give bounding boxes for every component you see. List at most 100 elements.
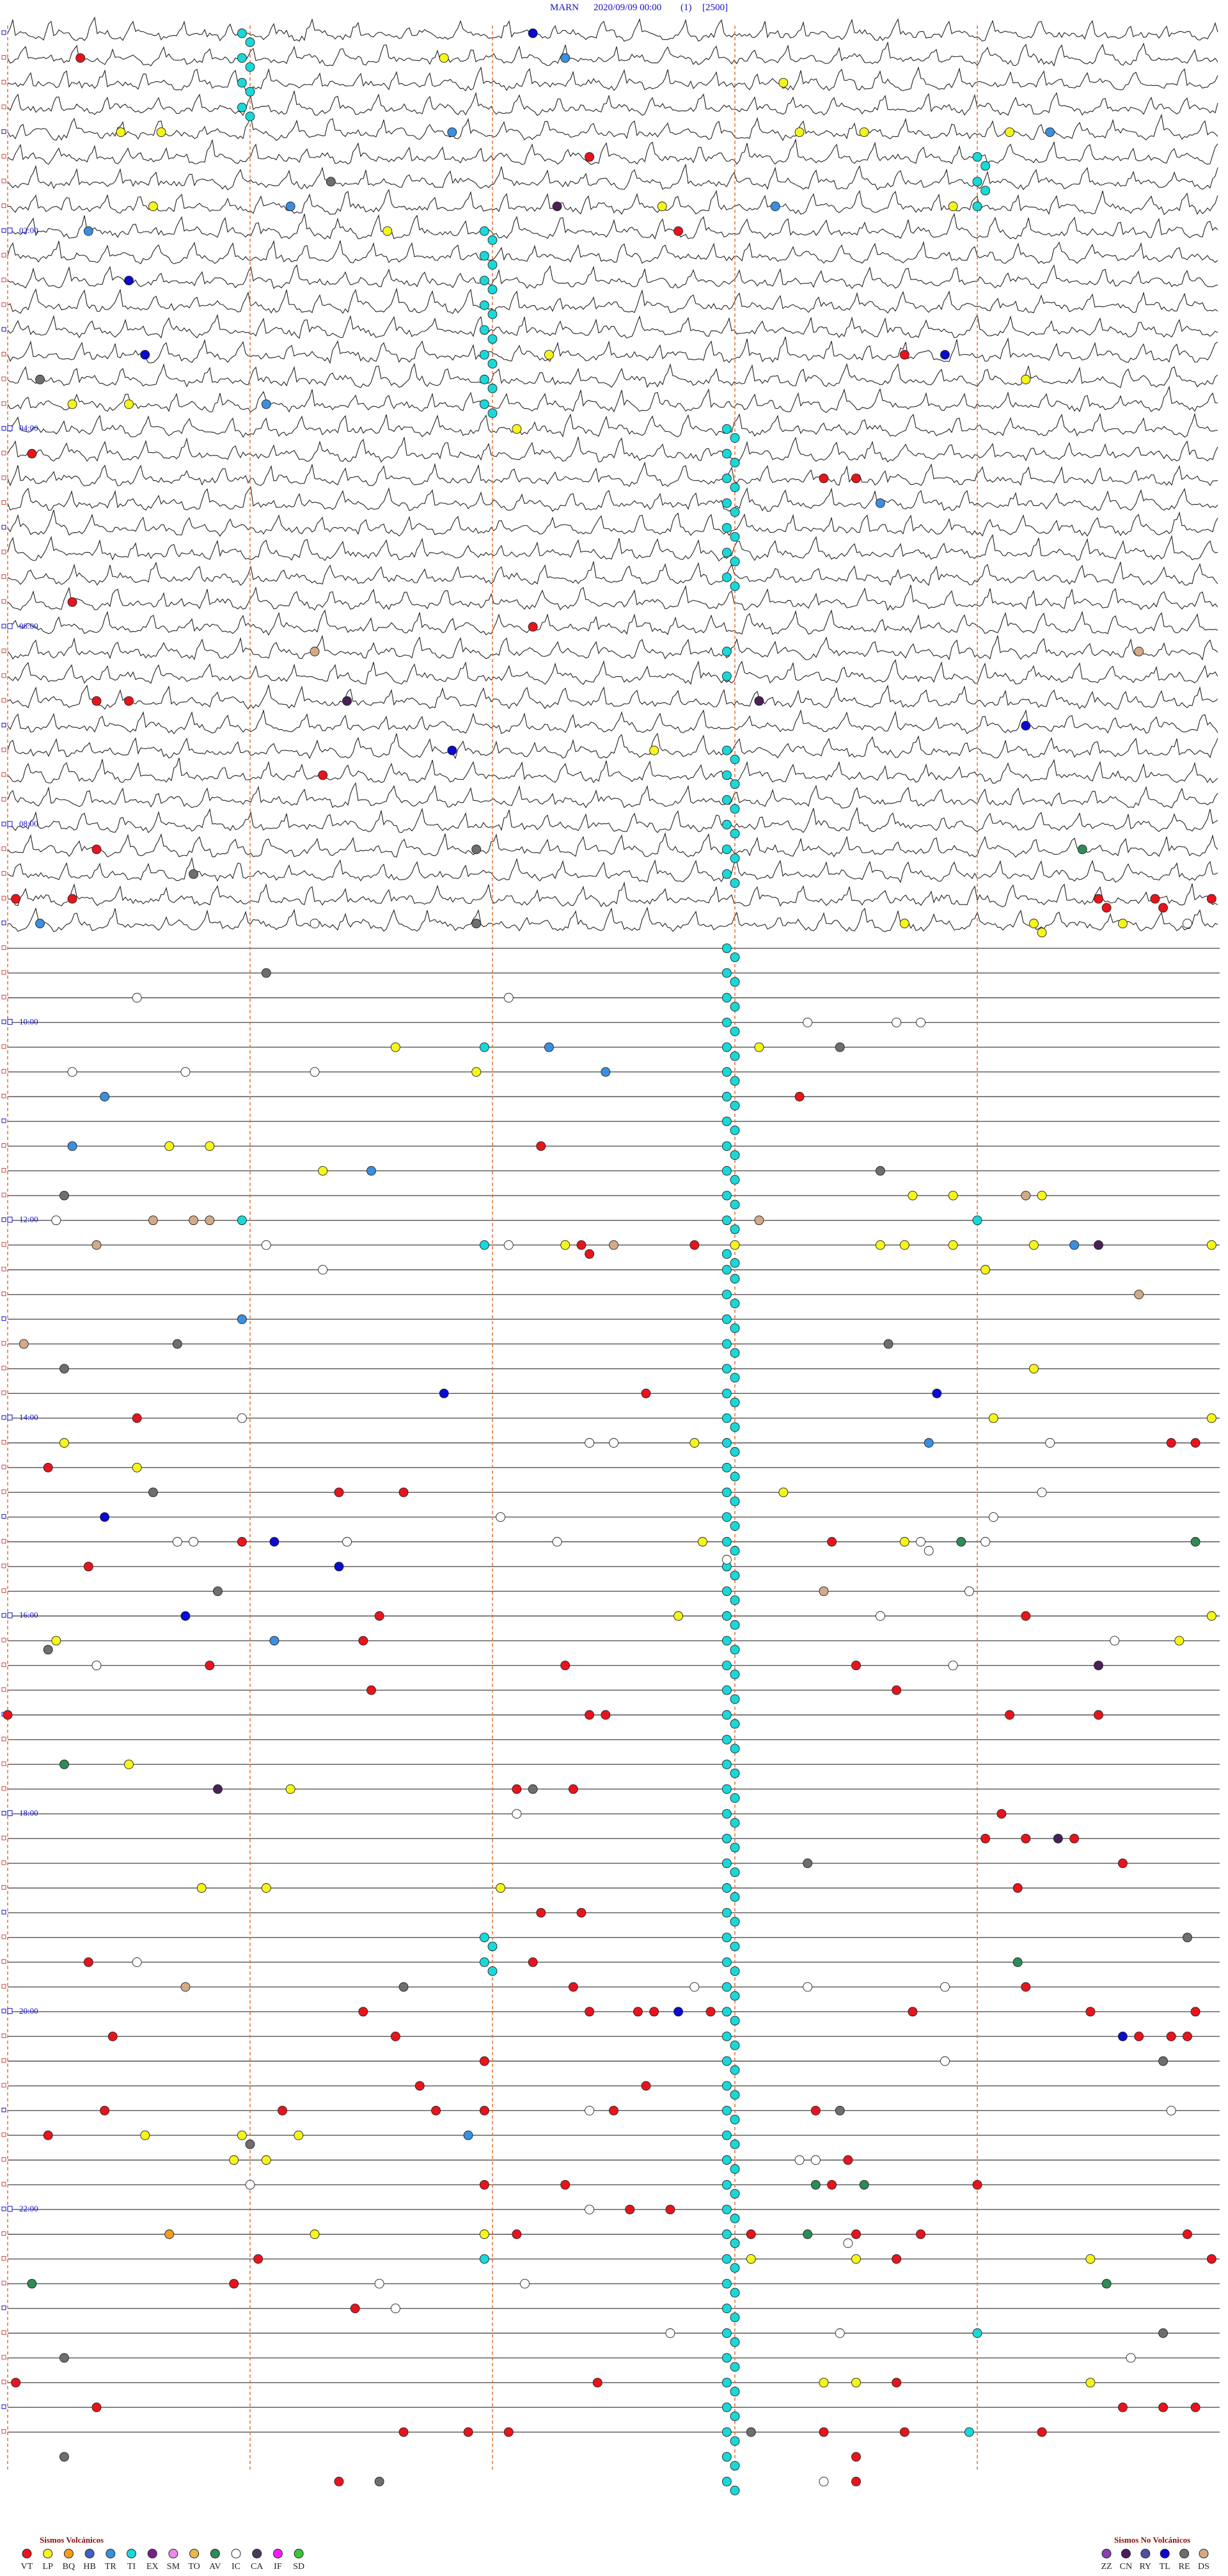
event xyxy=(512,1784,522,1794)
line-marker xyxy=(1,1737,6,1742)
event xyxy=(892,1685,902,1695)
event xyxy=(1021,721,1031,731)
event xyxy=(148,1215,158,1226)
event xyxy=(1183,2229,1192,2240)
event xyxy=(463,2427,473,2437)
event xyxy=(536,1141,546,1151)
event xyxy=(899,1240,909,1250)
event xyxy=(948,201,958,212)
event xyxy=(770,201,780,212)
line-marker xyxy=(1,1267,6,1272)
event xyxy=(730,1521,740,1531)
waveform xyxy=(7,287,1218,314)
event xyxy=(859,2179,869,2190)
event xyxy=(59,1190,69,1201)
event xyxy=(924,1545,934,1556)
legend: Sismos Volcánicos VT LP BQ HB TR TI EX SM TO AV IC C… xyxy=(21,2535,1209,2572)
event xyxy=(721,1166,732,1176)
event xyxy=(124,276,134,286)
event xyxy=(205,1661,215,1671)
event xyxy=(721,1364,732,1374)
event xyxy=(342,696,352,706)
legend-code: SM xyxy=(167,2562,180,2572)
event xyxy=(310,919,320,929)
event xyxy=(358,2007,368,2017)
event xyxy=(237,28,247,38)
event xyxy=(1045,127,1055,138)
legend-swatch xyxy=(294,2548,304,2559)
event xyxy=(721,1314,732,1324)
event xyxy=(11,2378,21,2388)
line-marker xyxy=(1,500,6,505)
legend-code: RE xyxy=(1179,2562,1190,2572)
event xyxy=(261,1240,271,1250)
event xyxy=(1094,1710,1103,1720)
event xyxy=(730,1991,740,2001)
event xyxy=(972,177,982,187)
event xyxy=(1085,2378,1096,2388)
event xyxy=(560,1661,571,1671)
time-label: 18:00 xyxy=(19,1808,38,1818)
event xyxy=(1085,2254,1096,2264)
event xyxy=(730,581,740,591)
waveform xyxy=(7,264,1218,289)
event xyxy=(827,1537,837,1547)
event xyxy=(414,2081,425,2091)
line-marker xyxy=(1,129,6,134)
event xyxy=(689,1982,700,1992)
event xyxy=(1012,1957,1023,1967)
event xyxy=(189,1215,199,1226)
event xyxy=(310,647,320,656)
time-label: 12:00 xyxy=(19,1215,38,1224)
waveform xyxy=(7,906,1218,933)
event xyxy=(875,1240,885,1250)
event xyxy=(730,1150,740,1160)
event xyxy=(721,2105,732,2115)
line-marker xyxy=(1,2083,6,2088)
event xyxy=(59,2353,69,2363)
event xyxy=(730,1496,740,1506)
event xyxy=(503,993,514,1003)
event xyxy=(91,696,102,706)
legend-swatch xyxy=(1160,2548,1170,2559)
legend-code: CN xyxy=(1120,2562,1132,2572)
event xyxy=(140,350,150,360)
line-marker xyxy=(1,2033,6,2038)
event xyxy=(641,2081,651,2091)
event xyxy=(730,507,740,517)
legend-swatch xyxy=(84,2548,95,2559)
event xyxy=(439,1388,449,1398)
event xyxy=(374,1611,384,1621)
time-label: 02:00 xyxy=(19,225,38,235)
event xyxy=(35,374,45,384)
event xyxy=(83,226,93,236)
event xyxy=(730,1818,740,1828)
event xyxy=(431,2105,441,2115)
event xyxy=(601,1067,611,1077)
event xyxy=(1150,894,1160,904)
event xyxy=(851,473,861,484)
event xyxy=(778,1487,789,1497)
event xyxy=(721,1957,732,1967)
event xyxy=(27,448,37,459)
event xyxy=(730,754,740,764)
event xyxy=(67,399,77,409)
line-marker xyxy=(1,574,6,580)
event xyxy=(512,2229,522,2240)
event xyxy=(479,1042,489,1052)
line-marker xyxy=(1,1984,6,1989)
time-label-box xyxy=(7,1612,13,1618)
event xyxy=(180,1982,191,1992)
event xyxy=(1069,1240,1080,1250)
event xyxy=(819,2476,829,2486)
line-marker xyxy=(1,945,6,950)
line-marker xyxy=(1,525,6,530)
event xyxy=(730,1323,740,1333)
event xyxy=(1174,1636,1185,1646)
line-marker xyxy=(1,55,6,60)
event xyxy=(479,2254,489,2264)
event xyxy=(398,1982,409,1992)
line-marker xyxy=(1,2231,6,2236)
line-marker xyxy=(1,2280,6,2286)
event xyxy=(721,2303,732,2314)
